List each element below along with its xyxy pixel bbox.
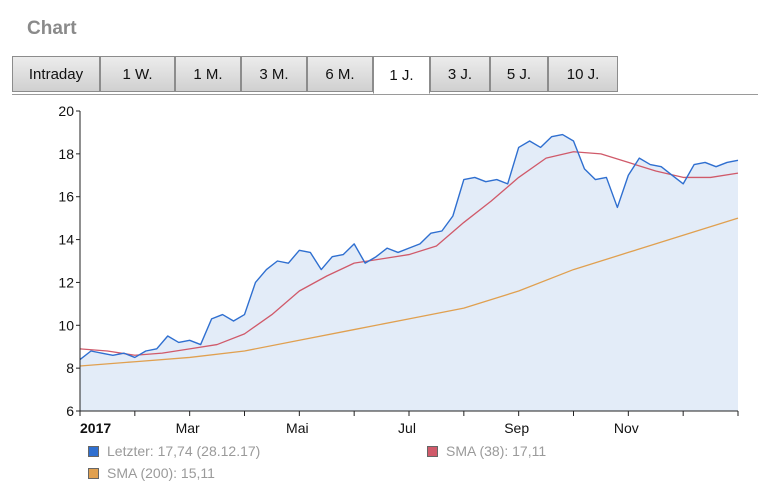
page-title: Chart — [27, 18, 77, 39]
series-line-sma-38 — [79, 151, 739, 356]
y-tick-label: 20 — [58, 103, 74, 119]
tab-3-years[interactable]: 3 J. — [430, 56, 490, 92]
legend-label: SMA (38): 17,11 — [446, 443, 547, 459]
tab-1-year[interactable]: 1 J. — [373, 56, 430, 94]
legend-item-sma-38: SMA (38): 17,11 — [427, 443, 546, 459]
y-tick-label: 6 — [66, 403, 74, 419]
y-tick-label: 14 — [58, 232, 74, 248]
x-tick-label: Mar — [176, 420, 200, 436]
y-tick-label: 10 — [58, 317, 74, 333]
x-tick-label: Sep — [504, 420, 529, 436]
tab-1-month[interactable]: 1 M. — [175, 56, 241, 92]
tab-10-years[interactable]: 10 J. — [548, 56, 618, 92]
x-tick-label: Jul — [398, 420, 416, 436]
price-area-fill — [80, 134, 738, 412]
y-tick-label: 18 — [58, 146, 74, 162]
series-line-letzter — [79, 133, 739, 361]
tab-3-months[interactable]: 3 M. — [241, 56, 307, 92]
legend-item-letzter: Letzter: 17,74 (28.12.17) — [88, 443, 260, 459]
legend-label: SMA (200): 15,11 — [107, 465, 215, 481]
series-line-sma-200 — [79, 217, 739, 367]
x-tick-label: Mai — [286, 420, 309, 436]
x-tick-label: Nov — [614, 420, 639, 436]
tab-1-week[interactable]: 1 W. — [100, 56, 175, 92]
x-tick-label: 2017 — [80, 420, 111, 436]
legend-label: Letzter: 17,74 (28.12.17) — [107, 443, 261, 459]
y-tick-label: 8 — [66, 360, 74, 376]
legend-swatch — [88, 445, 99, 457]
legend-swatch — [88, 467, 99, 479]
legend-item-sma-200: SMA (200): 15,11 — [88, 465, 215, 481]
tab-5-years[interactable]: 5 J. — [490, 56, 548, 92]
y-tick-label: 16 — [58, 189, 74, 205]
legend-swatch — [427, 445, 438, 457]
tab-6-months[interactable]: 6 M. — [307, 56, 373, 92]
period-tabs: Intraday 1 W. 1 M. 3 M. 6 M. 1 J. 3 J. 5… — [12, 56, 758, 95]
tab-intraday[interactable]: Intraday — [12, 56, 100, 92]
y-tick-label: 12 — [58, 274, 74, 290]
